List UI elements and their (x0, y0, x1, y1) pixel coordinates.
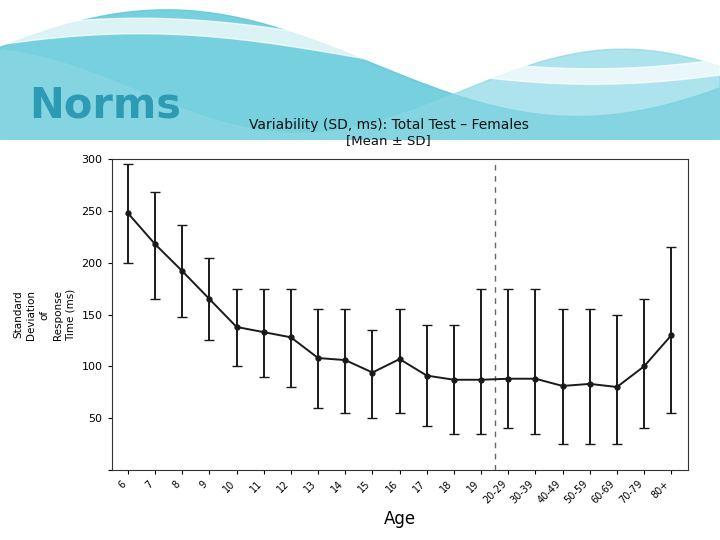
Y-axis label: Standard
Deviation
of
Response
Time (ms): Standard Deviation of Response Time (ms) (13, 288, 76, 341)
Text: Norms: Norms (29, 85, 181, 127)
Text: Variability (SD, ms): Total Test – Females: Variability (SD, ms): Total Test – Femal… (249, 118, 528, 132)
X-axis label: Age: Age (384, 510, 415, 528)
Text: [Mean ± SD]: [Mean ± SD] (346, 134, 431, 147)
